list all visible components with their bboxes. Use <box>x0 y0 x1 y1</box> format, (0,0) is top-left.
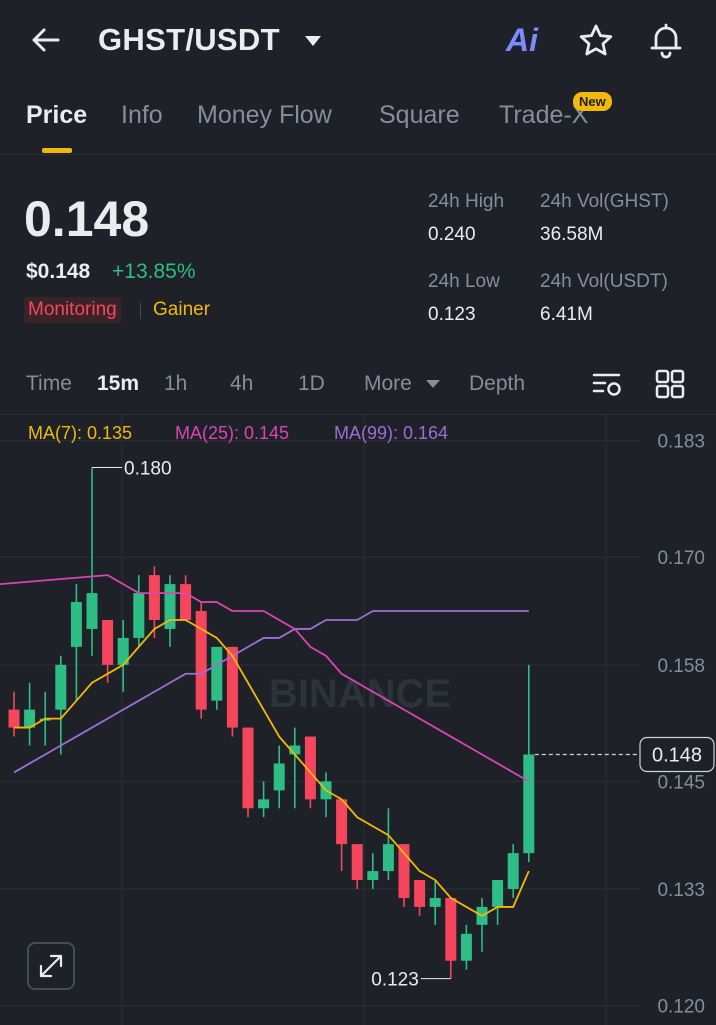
24h-high-label: 24h High <box>428 191 505 212</box>
y-tick-label: 0.158 <box>657 656 705 677</box>
candle-body <box>24 709 36 728</box>
candle-body <box>211 646 223 701</box>
candle-body <box>164 584 176 629</box>
candle-body <box>304 736 316 800</box>
24h-high-value: 0.240 <box>428 224 476 245</box>
ma25-legend: MA(25): 0.145 <box>175 423 290 443</box>
price-change-percent: +13.85% <box>112 260 196 283</box>
chevron-down-icon[interactable] <box>305 36 321 46</box>
candle-body <box>398 844 410 898</box>
candle-body <box>180 584 192 620</box>
candle-body <box>492 880 504 907</box>
price-markers: 0.180 0.123 0.148 <box>92 459 715 991</box>
interval-time[interactable]: Time <box>26 372 72 395</box>
candlestick-chart[interactable]: BINANCE 0.183 0.170 0.158 0.145 0.133 0.120 0… <box>0 415 716 1025</box>
binance-watermark: BINANCE <box>269 672 451 716</box>
ma99-legend: MA(99): 0.164 <box>334 423 449 443</box>
moving-average-lines <box>0 574 530 917</box>
indicator-settings-icon[interactable] <box>591 369 623 399</box>
interval-4h[interactable]: 4h <box>230 372 254 395</box>
24h-vol-base-value: 36.58M <box>540 224 604 245</box>
ma25-line <box>0 574 530 783</box>
24h-low-label: 24h Low <box>428 271 500 292</box>
interval-15m[interactable]: 15m <box>97 372 140 395</box>
divider <box>0 414 716 415</box>
gainer-tag[interactable]: Gainer <box>153 299 211 320</box>
fullscreen-button[interactable] <box>27 942 75 990</box>
active-tab-indicator <box>42 148 72 153</box>
candle-body <box>445 897 457 961</box>
ma99-line <box>13 610 529 774</box>
candle-body <box>460 933 472 961</box>
candle-body <box>226 646 238 728</box>
last-price: 0.148 <box>24 191 150 247</box>
24h-vol-base-label: 24h Vol(GHST) <box>540 191 669 212</box>
y-tick-label: 0.120 <box>657 997 705 1018</box>
candle-body <box>367 871 379 881</box>
candle-body <box>382 844 394 872</box>
high-marker-label: 0.180 <box>124 459 172 480</box>
trading-pair-title[interactable]: GHST/USDT <box>98 22 280 57</box>
new-badge: New <box>573 92 612 111</box>
y-tick-label: 0.145 <box>657 772 705 793</box>
chart-grid <box>0 415 640 1025</box>
candle-body <box>273 763 285 791</box>
ai-icon[interactable]: Ai <box>506 22 538 58</box>
candle-body <box>289 745 301 755</box>
bell-icon[interactable] <box>646 20 686 60</box>
candle-body <box>336 799 348 845</box>
chevron-down-icon[interactable] <box>426 380 440 388</box>
candle-body <box>148 575 160 620</box>
low-marker-label: 0.123 <box>371 970 419 991</box>
tab-square[interactable]: Square <box>379 101 460 129</box>
candle-body <box>523 754 535 854</box>
tab-price[interactable]: Price <box>26 101 88 129</box>
candle-body <box>86 593 98 629</box>
candles-layer <box>8 467 535 979</box>
expand-icon <box>39 954 63 978</box>
ma7-legend: MA(7): 0.135 <box>28 423 133 443</box>
candle-body <box>507 853 519 889</box>
y-tick-label: 0.133 <box>657 880 705 901</box>
back-arrow-icon[interactable] <box>28 22 64 58</box>
candle-body <box>195 611 207 710</box>
24h-vol-quote-label: 24h Vol(USDT) <box>540 271 668 292</box>
y-tick-label: 0.183 <box>657 432 705 453</box>
y-tick-label: 0.170 <box>657 548 705 569</box>
depth-tab[interactable]: Depth <box>469 372 526 395</box>
grid-layout-icon[interactable] <box>655 369 685 399</box>
candle-body <box>8 709 20 728</box>
star-icon[interactable] <box>577 22 615 60</box>
divider <box>0 154 716 155</box>
candle-body <box>133 593 145 638</box>
ma7-line <box>14 619 530 917</box>
candle-body <box>70 602 82 647</box>
more-intervals-button[interactable]: More <box>364 372 412 395</box>
current-price-label: 0.148 <box>652 744 702 766</box>
candle-body <box>414 880 426 907</box>
interval-1d[interactable]: 1D <box>298 372 325 395</box>
candle-body <box>429 897 441 907</box>
candle-body <box>258 799 270 809</box>
candle-body <box>351 844 363 881</box>
y-axis-ticks: 0.183 0.170 0.158 0.145 0.133 0.120 <box>657 432 705 1018</box>
current-price-box <box>639 736 715 773</box>
candle-body <box>55 664 67 710</box>
interval-1h[interactable]: 1h <box>164 372 188 395</box>
24h-low-value: 0.123 <box>428 304 476 325</box>
monitoring-tag[interactable]: Monitoring <box>24 297 121 323</box>
24h-vol-quote-value: 6.41M <box>540 304 593 325</box>
candle-body <box>117 637 129 665</box>
tab-info[interactable]: Info <box>121 101 163 129</box>
tag-separator <box>140 303 141 319</box>
tab-money-flow[interactable]: Money Flow <box>197 101 332 129</box>
candle-body <box>242 727 254 809</box>
usd-price: $0.148 <box>26 260 91 283</box>
candle-body <box>102 619 114 665</box>
